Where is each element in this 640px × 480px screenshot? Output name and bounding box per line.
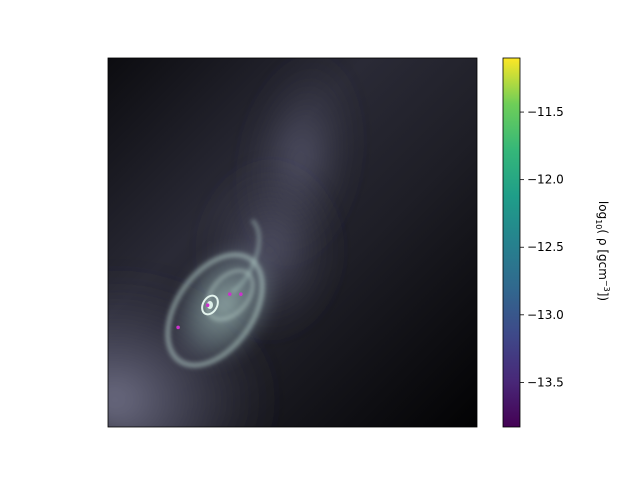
colorbar: −11.5 −12.0 −12.5 −13.0 −13.5 log10( ρ [gcm−…: [502, 57, 611, 428]
colorbar-tick-label: −13.0: [527, 308, 564, 322]
colorbar-tick-label: −11.5: [527, 105, 564, 119]
sink-particle: [205, 303, 210, 308]
colorbar-label: log10( ρ [gcm−3]): [594, 201, 611, 301]
colorbar-gradient: [503, 58, 520, 427]
sink-particle: [176, 325, 180, 330]
colorbar-tick-label: −13.5: [527, 375, 564, 389]
axes-frame: [107, 57, 478, 428]
sink-particle: [239, 292, 243, 296]
density-image: [108, 58, 477, 427]
sink-particle-markers: [176, 292, 243, 330]
colorbar-frame: [502, 57, 521, 428]
colorbar-tick-label: −12.5: [527, 240, 564, 254]
colorbar-tick-label: −12.0: [527, 173, 564, 187]
colorbar-ticks: −11.5 −12.0 −12.5 −13.0 −13.5: [520, 105, 564, 389]
sink-particle: [227, 292, 232, 296]
